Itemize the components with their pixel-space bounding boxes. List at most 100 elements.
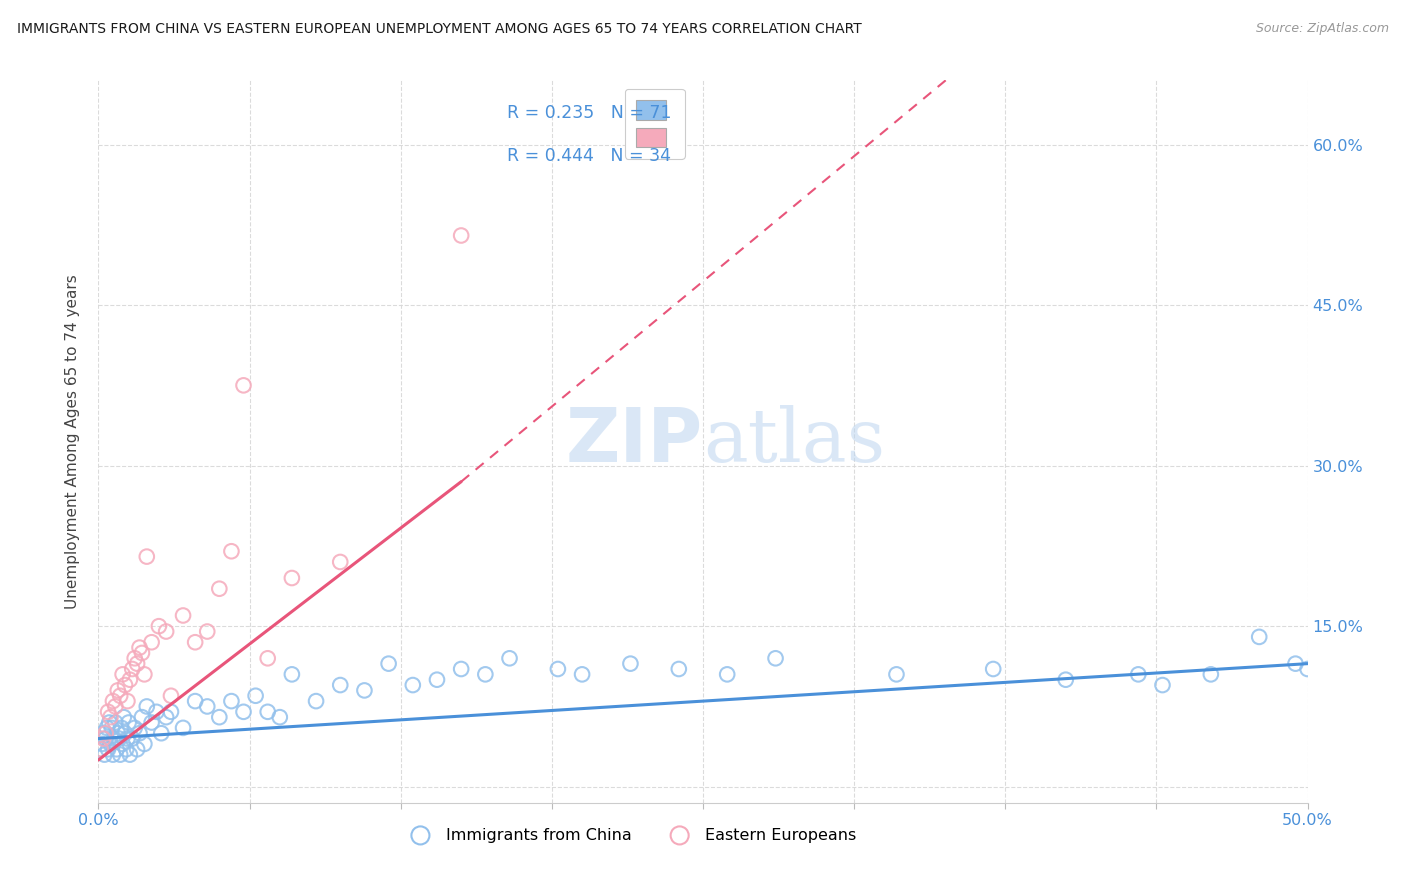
Point	[141, 635, 163, 649]
Point	[124, 651, 146, 665]
Point	[107, 683, 129, 698]
Point	[121, 731, 143, 746]
Point	[131, 710, 153, 724]
Point	[101, 694, 124, 708]
Point	[184, 694, 207, 708]
Point	[256, 651, 278, 665]
Point	[716, 667, 738, 681]
Point	[98, 715, 121, 730]
Text: R = 0.235   N = 71: R = 0.235 N = 71	[508, 103, 672, 122]
Point	[134, 737, 156, 751]
Point	[104, 699, 127, 714]
Point	[90, 742, 112, 756]
Point	[124, 721, 146, 735]
Text: ZIP: ZIP	[565, 405, 703, 478]
Point	[131, 646, 153, 660]
Point	[135, 549, 157, 564]
Point	[117, 731, 139, 746]
Point	[1296, 662, 1319, 676]
Point	[208, 582, 231, 596]
Point	[402, 678, 425, 692]
Point	[1054, 673, 1077, 687]
Point	[232, 705, 254, 719]
Point	[377, 657, 399, 671]
Point	[148, 619, 170, 633]
Point	[134, 667, 156, 681]
Text: Source: ZipAtlas.com: Source: ZipAtlas.com	[1256, 22, 1389, 36]
Point	[103, 731, 125, 746]
Point	[114, 678, 136, 692]
Legend: Immigrants from China, Eastern Europeans: Immigrants from China, Eastern Europeans	[398, 822, 863, 849]
Point	[91, 737, 114, 751]
Point	[281, 571, 304, 585]
Point	[108, 731, 131, 746]
Point	[91, 726, 114, 740]
Point	[111, 737, 134, 751]
Point	[221, 694, 243, 708]
Point	[450, 662, 472, 676]
Point	[135, 699, 157, 714]
Point	[221, 544, 243, 558]
Point	[172, 721, 194, 735]
Point	[104, 715, 127, 730]
Point	[114, 726, 136, 740]
Point	[619, 657, 641, 671]
Y-axis label: Unemployment Among Ages 65 to 74 years: Unemployment Among Ages 65 to 74 years	[65, 274, 80, 609]
Point	[184, 635, 207, 649]
Point	[111, 667, 134, 681]
Point	[97, 742, 120, 756]
Point	[94, 726, 117, 740]
Point	[118, 673, 141, 687]
Point	[128, 640, 150, 655]
Point	[117, 694, 139, 708]
Text: IMMIGRANTS FROM CHINA VS EASTERN EUROPEAN UNEMPLOYMENT AMONG AGES 65 TO 74 YEARS: IMMIGRANTS FROM CHINA VS EASTERN EUROPEA…	[17, 22, 862, 37]
Point	[96, 721, 118, 735]
Point	[90, 742, 112, 756]
Point	[329, 555, 352, 569]
Point	[107, 726, 129, 740]
Point	[118, 715, 141, 730]
Point	[115, 742, 138, 756]
Point	[1199, 667, 1222, 681]
Text: atlas: atlas	[703, 405, 886, 478]
Point	[232, 378, 254, 392]
Point	[97, 705, 120, 719]
Point	[571, 667, 593, 681]
Point	[329, 678, 352, 692]
Point	[1128, 667, 1150, 681]
Point	[160, 705, 183, 719]
Point	[269, 710, 291, 724]
Point	[141, 715, 163, 730]
Point	[150, 726, 173, 740]
Point	[100, 710, 122, 724]
Point	[886, 667, 908, 681]
Point	[145, 705, 167, 719]
Point	[108, 747, 131, 762]
Point	[195, 624, 218, 639]
Point	[1249, 630, 1271, 644]
Point	[110, 721, 132, 735]
Point	[105, 742, 128, 756]
Point	[128, 726, 150, 740]
Point	[93, 747, 115, 762]
Point	[256, 705, 278, 719]
Point	[127, 657, 149, 671]
Point	[100, 737, 122, 751]
Point	[208, 710, 231, 724]
Point	[155, 710, 177, 724]
Point	[1152, 678, 1174, 692]
Point	[160, 689, 183, 703]
Point	[195, 699, 218, 714]
Point	[112, 710, 135, 724]
Point	[353, 683, 375, 698]
Point	[91, 731, 114, 746]
Point	[1284, 657, 1306, 671]
Point	[981, 662, 1004, 676]
Point	[172, 608, 194, 623]
Point	[94, 731, 117, 746]
Point	[245, 689, 267, 703]
Point	[426, 673, 449, 687]
Point	[281, 667, 304, 681]
Point	[668, 662, 690, 676]
Point	[155, 624, 177, 639]
